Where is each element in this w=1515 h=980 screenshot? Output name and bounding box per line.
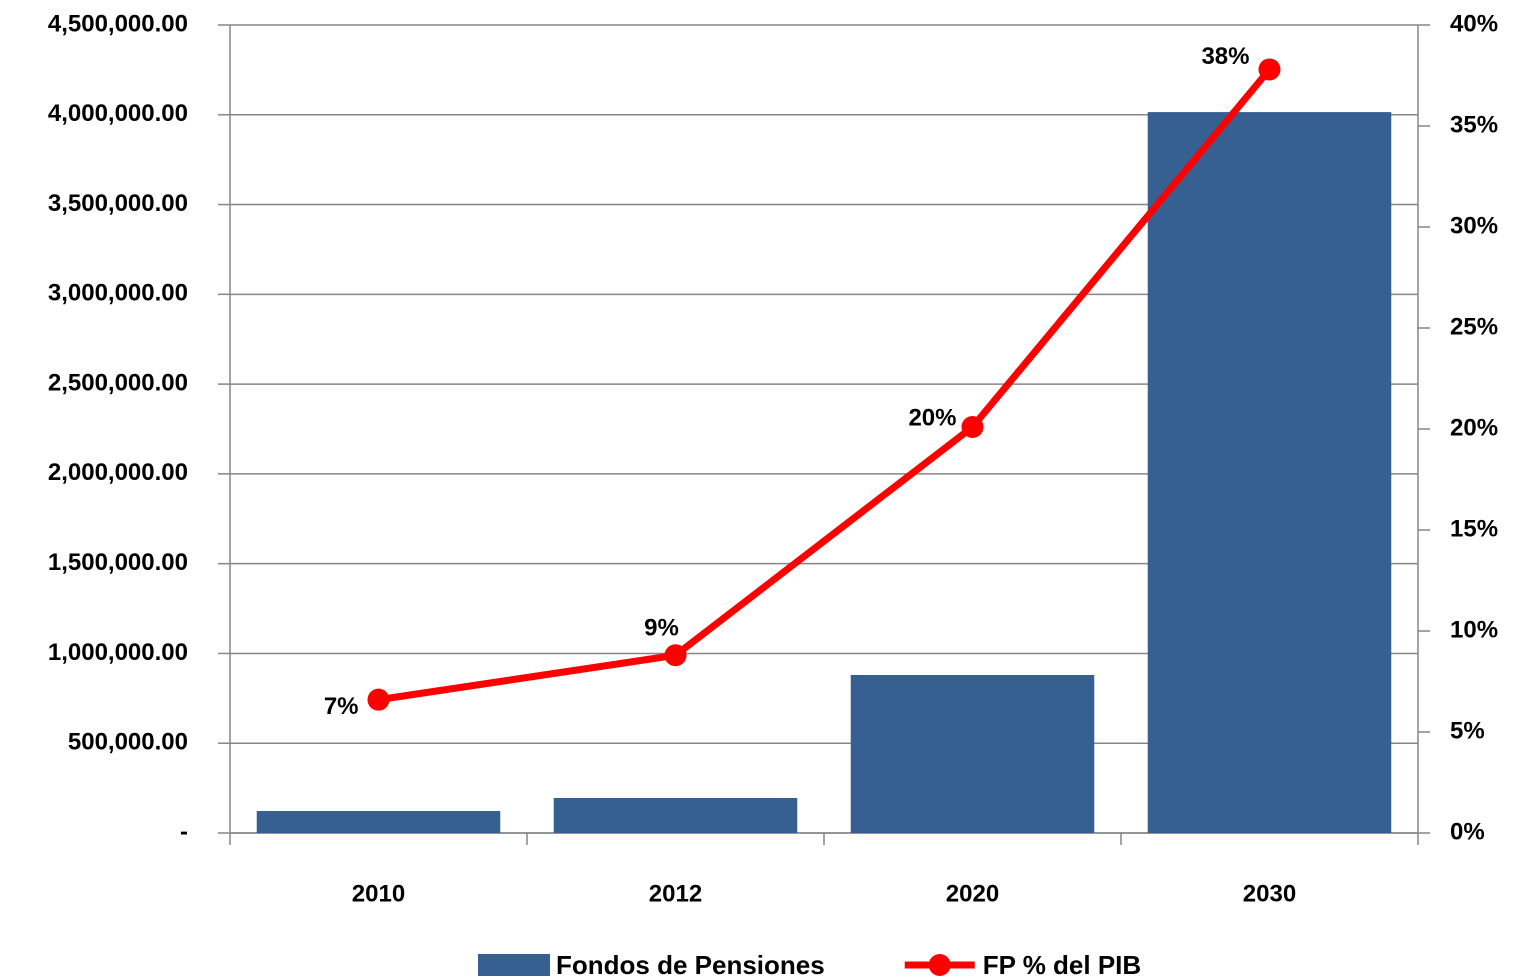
bar (553, 797, 798, 833)
y-tick-label: 3,500,000.00 (48, 190, 188, 217)
y-tick-label: 4,000,000.00 (48, 100, 188, 127)
y2-tick-label: 40% (1450, 10, 1498, 37)
x-tick-label: 2030 (1243, 880, 1296, 907)
y-tick-label: 3,000,000.00 (48, 280, 188, 307)
line (377, 67, 1273, 704)
y2-tick-label: 35% (1450, 111, 1498, 138)
y-tick-label: 500,000.00 (68, 729, 188, 756)
y2-tick-label: 25% (1450, 313, 1498, 340)
data-label: 7% (324, 693, 359, 720)
x-tick-label: 2012 (649, 880, 702, 907)
y2-tick-label: 0% (1450, 818, 1485, 845)
data-label: 38% (1201, 43, 1249, 70)
legend-swatch (478, 954, 550, 976)
line-marker (367, 688, 390, 711)
y2-tick-label: 20% (1450, 414, 1498, 441)
line-marker (961, 415, 984, 438)
bar (1147, 112, 1392, 833)
y-tick-label: 2,500,000.00 (48, 369, 188, 396)
legend-label: FP % del PIB (983, 950, 1141, 980)
data-label: 20% (908, 404, 956, 431)
data-label: 9% (644, 615, 679, 642)
y2-tick-label: 30% (1450, 212, 1498, 239)
line-marker (664, 644, 687, 667)
y2-tick-label: 5% (1450, 717, 1485, 744)
y2-tick-label: 15% (1450, 515, 1498, 542)
legend-label: Fondos de Pensiones (556, 950, 825, 980)
y-tick-label: 2,000,000.00 (48, 459, 188, 486)
legend-swatch-marker (928, 954, 951, 976)
y-tick-label: 4,500,000.00 (48, 10, 188, 37)
y-tick-label: 1,500,000.00 (48, 549, 188, 576)
x-tick-label: 2010 (352, 880, 405, 907)
y-tick-label: - (180, 818, 188, 845)
line-marker (1258, 58, 1281, 81)
y2-tick-label: 10% (1450, 616, 1498, 643)
x-tick-label: 2020 (946, 880, 999, 907)
y-tick-label: 1,000,000.00 (48, 639, 188, 666)
bar (850, 674, 1095, 833)
bar (256, 811, 501, 833)
